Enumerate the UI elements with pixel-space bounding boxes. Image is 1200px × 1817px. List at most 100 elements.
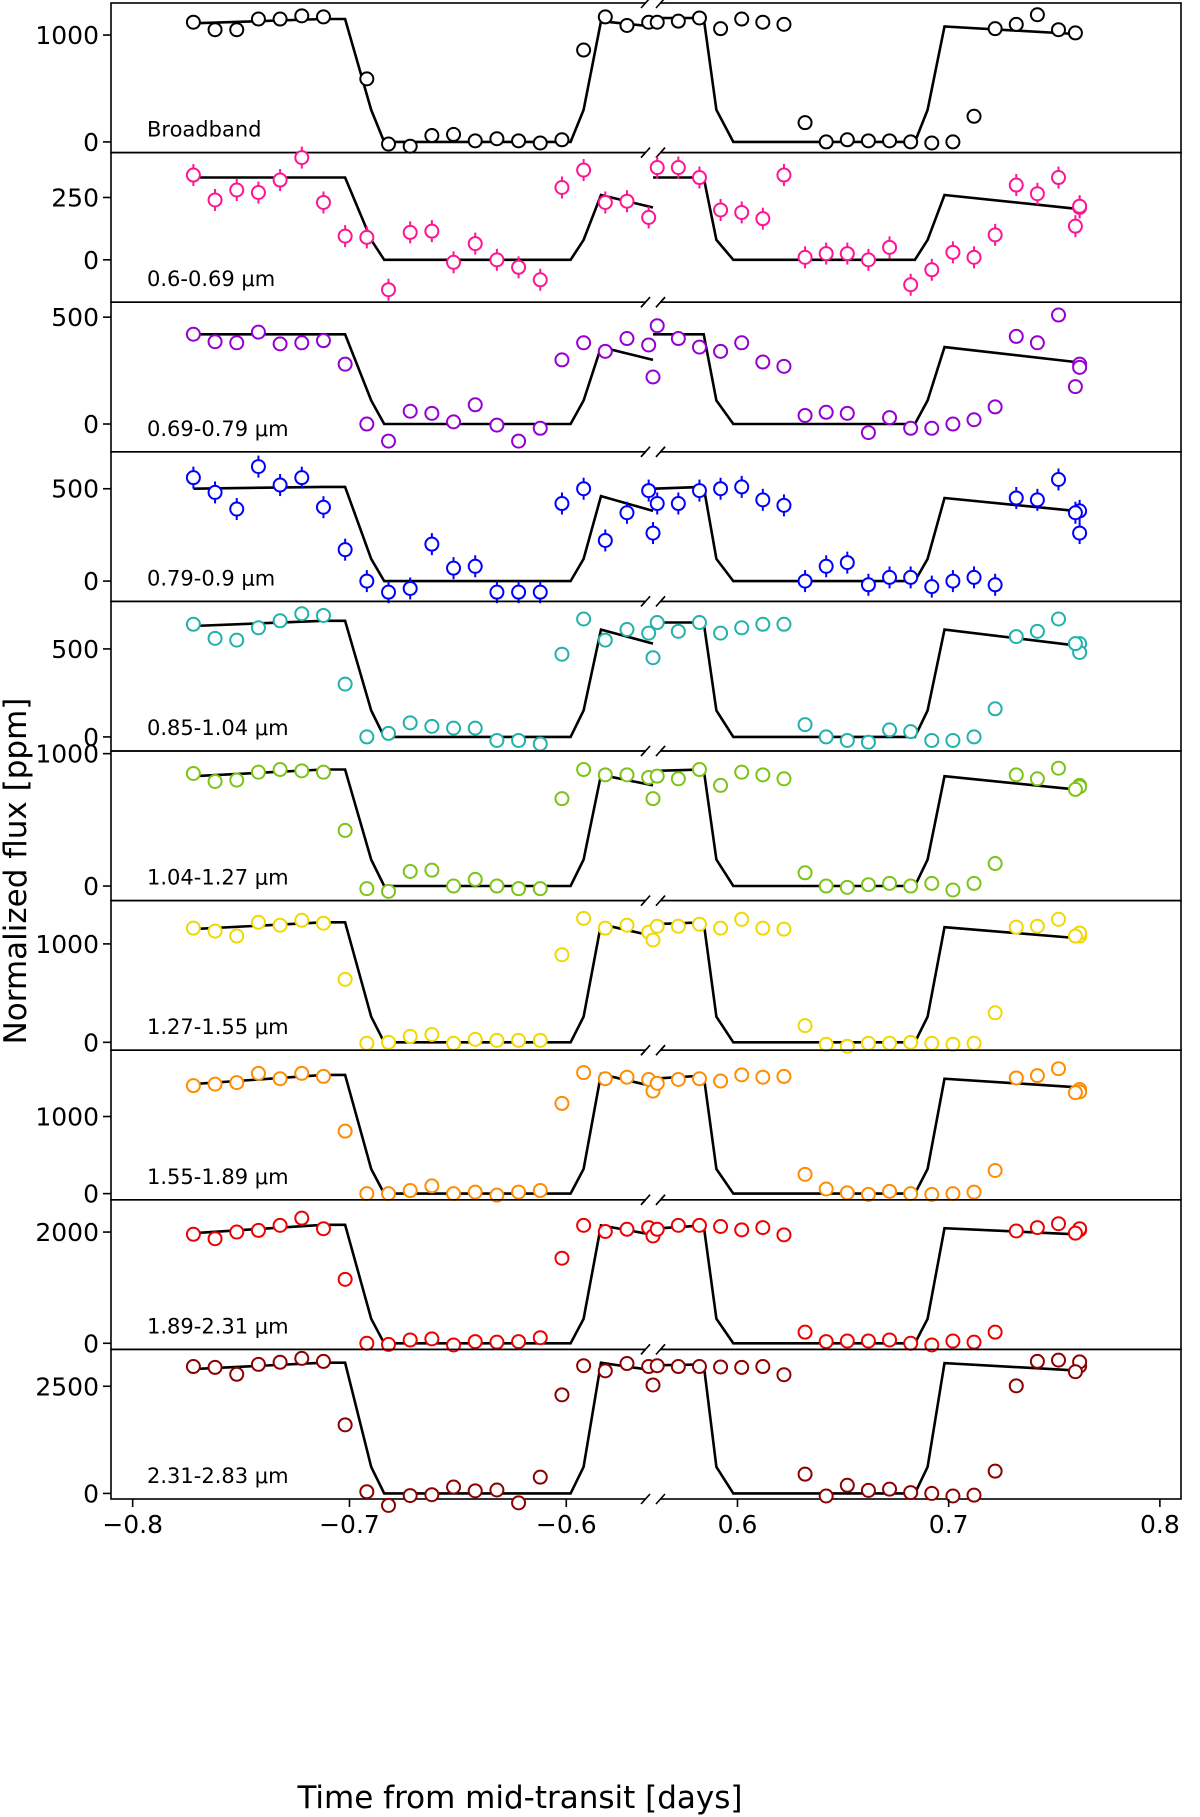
data-point: [402, 1183, 418, 1199]
x-axis: −0.8 −0.7 −0.6 0.6 0.7 0.8: [102, 1499, 1180, 1539]
model-curve-right: [652, 1224, 1076, 1345]
data-point: [185, 167, 201, 183]
axis-break-mask: [646, 447, 660, 456]
data-point: [576, 1358, 592, 1374]
data-point: [903, 1485, 919, 1501]
model-curve-right: [652, 920, 1076, 1044]
data-point: [315, 607, 331, 623]
data-point: [734, 11, 750, 27]
data-point: [489, 732, 505, 748]
axis-break-mark: [640, 1044, 651, 1056]
data-point: [945, 1488, 961, 1504]
axis-break-mark: [640, 1493, 651, 1505]
data-point: [359, 1484, 375, 1500]
data-point: [272, 11, 288, 27]
data-point: [860, 1186, 876, 1202]
data-point: [691, 10, 707, 26]
data-point: [882, 569, 898, 585]
data-point: [207, 22, 223, 38]
data-point: [903, 569, 919, 585]
band-label: 0.6-0.69 μm: [147, 267, 275, 291]
data-point: [924, 135, 940, 151]
data-point: [511, 433, 527, 449]
data-point: [713, 343, 729, 359]
y-tick-label: 1000: [35, 740, 99, 769]
data-point: [554, 1387, 570, 1403]
data-point: [903, 420, 919, 436]
data-point: [1051, 307, 1067, 323]
data-point: [1067, 636, 1083, 652]
data-point: [619, 193, 635, 209]
data-point: [554, 180, 570, 196]
data-point: [691, 1217, 707, 1233]
data-point: [734, 1222, 750, 1238]
data-point: [597, 920, 613, 936]
data-point: [532, 1032, 548, 1048]
data-point: [511, 1032, 527, 1048]
data-point: [1008, 328, 1024, 344]
data-point: [424, 405, 440, 421]
data-point: [776, 1367, 792, 1383]
data-point: [818, 1488, 834, 1504]
axis-break-mark: [655, 895, 666, 907]
panel-7: 0 1000 1.27-1.55 μm: [35, 895, 1182, 1057]
data-point: [776, 358, 792, 374]
data-point: [641, 337, 657, 353]
data-point: [818, 134, 834, 150]
data-point: [1067, 218, 1083, 234]
y-tick-label: 1000: [35, 930, 99, 959]
data-point: [734, 1359, 750, 1375]
data-point: [576, 1217, 592, 1233]
data-point: [924, 420, 940, 436]
data-point: [402, 1332, 418, 1348]
data-point: [554, 1250, 570, 1266]
data-point: [882, 1035, 898, 1051]
data-point: [1051, 760, 1067, 776]
data-point: [670, 1217, 686, 1233]
data-point: [489, 417, 505, 433]
data-point: [713, 481, 729, 497]
axis-break-mark: [655, 1343, 666, 1355]
data-point: [207, 1231, 223, 1247]
axis-break-mask: [646, 747, 660, 755]
data-point: [839, 132, 855, 148]
data-point: [467, 1334, 483, 1350]
data-point: [446, 254, 462, 270]
data-point: [619, 17, 635, 33]
data-point: [229, 1224, 245, 1240]
data-point: [1051, 1352, 1067, 1368]
data-point: [489, 878, 505, 894]
data-point: [860, 252, 876, 268]
data-point: [755, 767, 771, 783]
data-point: [185, 1078, 201, 1094]
data-point: [1067, 379, 1083, 395]
data-point: [446, 560, 462, 576]
panel-5: 0 500 0.85-1.04 μm: [51, 595, 1182, 757]
data-point: [882, 1332, 898, 1348]
data-point: [532, 420, 548, 436]
data-point: [924, 579, 940, 595]
data-point: [554, 791, 570, 807]
data-point: [691, 170, 707, 186]
data-point: [424, 223, 440, 239]
y-tick-label: 0: [83, 872, 99, 901]
data-point: [597, 194, 613, 210]
data-point: [860, 1333, 876, 1349]
data-point: [597, 767, 613, 783]
data-point: [818, 404, 834, 420]
data-point: [185, 470, 201, 486]
data-point: [1067, 1085, 1083, 1101]
data-point: [359, 1335, 375, 1351]
data-point: [987, 399, 1003, 415]
data-point: [818, 1181, 834, 1197]
data-point: [987, 1324, 1003, 1340]
data-point: [576, 910, 592, 926]
data-point: [554, 947, 570, 963]
data-point: [185, 766, 201, 782]
data-point: [294, 763, 310, 779]
data-point: [229, 1366, 245, 1382]
data-point: [554, 132, 570, 148]
data-point: [776, 497, 792, 513]
data-point: [272, 1217, 288, 1233]
data-point: [924, 732, 940, 748]
